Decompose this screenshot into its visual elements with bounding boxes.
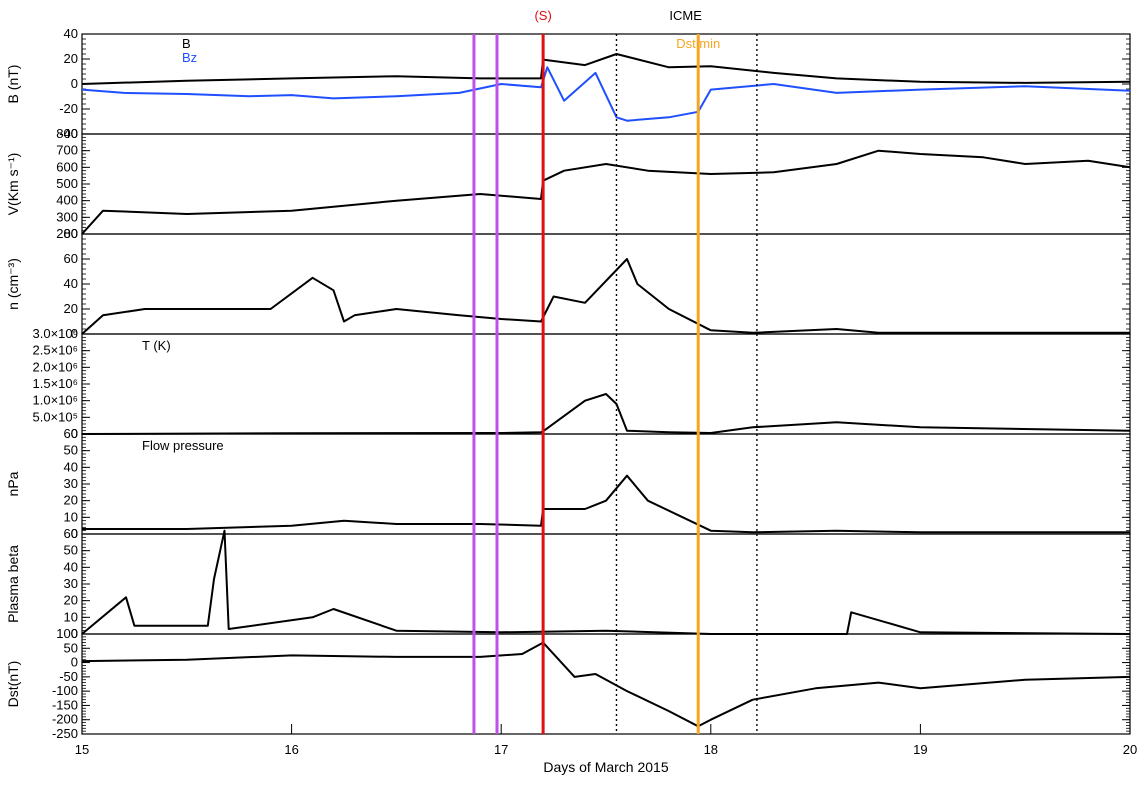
- y-tick-label: 0: [71, 526, 78, 541]
- x-tick-label: 19: [913, 742, 927, 757]
- y-tick-label: 20: [64, 493, 78, 508]
- x-axis-label: Days of March 2015: [543, 759, 668, 775]
- y-tick-label: 60: [64, 251, 78, 266]
- panel-annotation: Flow pressure: [142, 438, 224, 453]
- y-tick-label: -40: [59, 126, 78, 141]
- x-tick-label: 20: [1123, 742, 1137, 757]
- y-tick-label: 40: [64, 459, 78, 474]
- y-tick-label: 800: [56, 126, 78, 141]
- y-axis-label: nPa: [5, 471, 21, 496]
- marker-label: ICME: [669, 8, 702, 23]
- y-tick-label: 3.0×10⁶: [33, 326, 78, 341]
- series-line-panel1: [81, 149, 1131, 235]
- y-tick-label: 50: [64, 443, 78, 458]
- y-tick-label: 100: [56, 626, 78, 641]
- y-axis-label: n (cm⁻³): [5, 258, 21, 310]
- y-tick-label: 2.0×10⁶: [33, 359, 78, 374]
- series-line-panel4: [82, 474, 1130, 534]
- y-tick-label: 2.5×10⁶: [33, 343, 78, 358]
- panel-frame-3: [81, 333, 1131, 435]
- y-tick-label: -250: [52, 726, 78, 741]
- y-tick-label: 500: [56, 176, 78, 191]
- series-line-panel6: [81, 641, 1131, 728]
- y-axis-label: B (nT): [5, 65, 21, 104]
- y-tick-label: 60: [64, 426, 78, 441]
- y-tick-label: 80: [64, 226, 78, 241]
- x-tick-label: 15: [75, 742, 89, 757]
- y-axis-label: V(Km s⁻¹): [5, 153, 21, 216]
- y-tick-label: 0: [71, 326, 78, 341]
- y-tick-label: 50: [64, 543, 78, 558]
- y-tick-label: 400: [56, 193, 78, 208]
- y-tick-label: 10: [64, 609, 78, 624]
- series-line-panel2: [81, 258, 1130, 335]
- y-tick-label: 20: [64, 301, 78, 316]
- panel-frame-0: [81, 33, 1131, 135]
- panel-frame-4: [81, 433, 1131, 535]
- y-tick-label: -150: [52, 697, 78, 712]
- y-tick-label: 700: [56, 143, 78, 158]
- panel-frame-6: [81, 633, 1131, 735]
- y-tick-label: 50: [64, 640, 78, 655]
- x-tick-label: 17: [494, 742, 508, 757]
- y-tick-label: 0: [71, 76, 78, 91]
- panel-frame-2: [81, 233, 1131, 335]
- y-tick-label: 30: [64, 576, 78, 591]
- y-tick-label: 10: [64, 509, 78, 524]
- x-tick-label: 18: [704, 742, 718, 757]
- series-line-panel5: [81, 529, 1131, 635]
- legend-bz: Bz: [182, 50, 197, 65]
- y-tick-label: 200: [56, 226, 78, 241]
- x-tick-label: 16: [284, 742, 298, 757]
- y-tick-label: 1.0×10⁶: [33, 393, 78, 408]
- y-tick-label: 0: [71, 626, 78, 641]
- y-tick-label: -200: [52, 712, 78, 727]
- series-line-panel3: [81, 393, 1131, 435]
- y-tick-label: 1.5×10⁶: [33, 376, 78, 391]
- series-line-b: [81, 53, 1131, 85]
- series-line-bz: [81, 66, 1131, 122]
- marker-label: (S): [534, 8, 551, 23]
- y-tick-label: -20: [59, 101, 78, 116]
- y-tick-label: 20: [64, 593, 78, 608]
- panel-frame-1: [81, 133, 1131, 235]
- y-tick-label: 60: [64, 526, 78, 541]
- y-tick-label: 40: [64, 276, 78, 291]
- legend-b: B: [182, 36, 191, 51]
- y-tick-label: 5.0×10⁵: [32, 409, 78, 424]
- y-tick-label: -50: [59, 669, 78, 684]
- y-tick-label: 20: [64, 51, 78, 66]
- y-tick-label: 0: [71, 426, 78, 441]
- y-tick-label: 30: [64, 476, 78, 491]
- y-tick-label: 40: [64, 26, 78, 41]
- panel-frame-5: [81, 533, 1131, 635]
- marker-label: Dst min: [676, 36, 720, 51]
- y-tick-label: -100: [52, 683, 78, 698]
- y-tick-label: 0: [71, 655, 78, 670]
- y-axis-label: Dst(nT): [5, 661, 21, 708]
- y-tick-label: 40: [64, 559, 78, 574]
- panel-annotation: T (K): [142, 338, 171, 353]
- y-tick-label: 300: [56, 209, 78, 224]
- y-tick-label: 600: [56, 159, 78, 174]
- y-axis-label: Plasma beta: [5, 545, 21, 623]
